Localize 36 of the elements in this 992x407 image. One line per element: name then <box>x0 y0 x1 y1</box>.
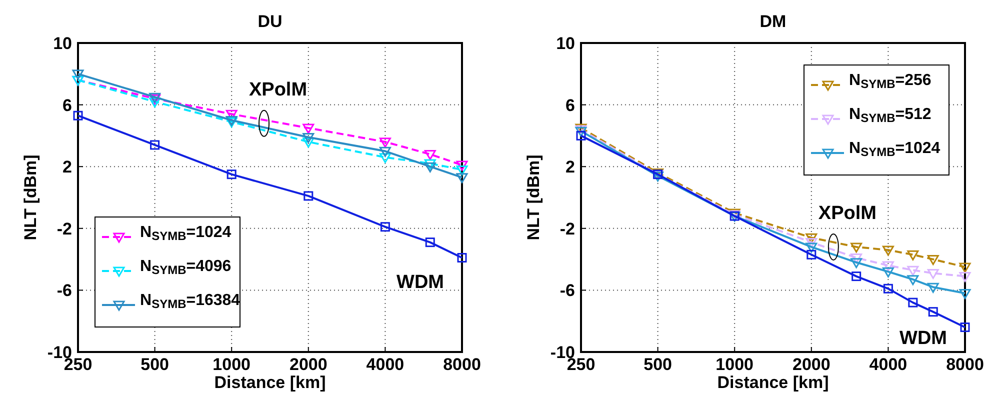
x-tick-label: 500 <box>140 355 169 374</box>
y-tick-label: -6 <box>560 281 575 300</box>
y-axis-title: NLT [dBm] <box>21 154 40 240</box>
legend-label: N$_{SYMB}$=1024 <box>849 140 940 159</box>
x-tick-label: 2000 <box>792 355 830 374</box>
legend-label: N$_{SYMB}$=4096 <box>140 258 232 277</box>
legend-label: N$_{SYMB}$=512 <box>849 106 932 125</box>
annotation: XPolM <box>248 79 308 100</box>
y-tick-label: -2 <box>560 219 575 238</box>
legend-label: N$_{SYMB}$=1024 <box>140 224 232 243</box>
legend-label: N$_{SYMB}$=256 <box>849 72 932 91</box>
x-tick-label: 8000 <box>946 355 984 374</box>
y-tick-label: 10 <box>53 34 72 53</box>
x-tick-label: 1000 <box>212 355 251 374</box>
chart-title: DM <box>760 12 786 31</box>
x-tick-label: 8000 <box>443 355 481 374</box>
annotation: XPolM <box>818 202 876 224</box>
x-tick-label: 4000 <box>869 355 908 374</box>
x-axis-title: Distance [km] <box>214 373 326 392</box>
x-tick-label: 2000 <box>289 355 328 374</box>
y-tick-label: 6 <box>566 96 575 115</box>
y-tick-label: 6 <box>62 96 72 115</box>
series-label: WDM <box>900 328 947 349</box>
y-tick-label: -6 <box>56 281 72 300</box>
chart-title: DU <box>258 12 282 31</box>
x-tick-label: 4000 <box>366 355 404 374</box>
y-tick-label: 2 <box>62 158 72 177</box>
y-axis-title: NLT [dBm] <box>524 154 543 240</box>
y-tick-label: 10 <box>556 34 575 53</box>
series-label: WDM <box>396 272 444 293</box>
x-tick-label: 500 <box>644 355 672 374</box>
y-tick-label: -2 <box>56 219 72 238</box>
y-tick-label: 2 <box>566 158 575 177</box>
x-axis-title: Distance [km] <box>717 373 829 392</box>
legend-label: N$_{SYMB}$=16384 <box>140 292 240 311</box>
x-tick-label: 1000 <box>716 355 754 374</box>
